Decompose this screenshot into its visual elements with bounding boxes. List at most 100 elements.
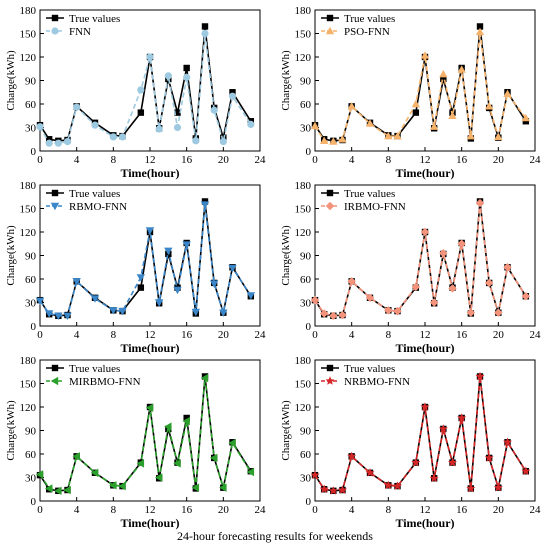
data-point: [347, 102, 356, 110]
x-axis-label: Time(hour): [395, 341, 454, 355]
data-point: [429, 122, 439, 130]
legend-label: True values: [344, 188, 395, 200]
series-0: [36, 198, 255, 320]
x-tick-label: 4: [349, 504, 355, 516]
x-tick-label: 0: [37, 504, 43, 516]
legend-marker: [51, 364, 59, 372]
data-point: [319, 484, 329, 494]
y-tick-label: 90: [300, 251, 312, 263]
x-tick-label: 24: [530, 154, 542, 166]
data-point: [174, 109, 181, 116]
data-point: [228, 92, 237, 100]
data-point: [155, 125, 163, 133]
data-point: [365, 468, 375, 477]
data-point: [484, 278, 494, 288]
data-point: [365, 293, 375, 302]
data-point: [145, 227, 155, 235]
y-tick-label: 120: [20, 227, 37, 239]
data-point: [448, 111, 457, 119]
series-1: [36, 29, 255, 147]
data-point: [201, 23, 209, 30]
y-axis-label: Charge(kWh): [280, 50, 292, 111]
data-point: [191, 308, 201, 317]
data-point: [45, 139, 53, 147]
data-point: [448, 457, 457, 467]
data-point: [118, 133, 127, 141]
x-axis-label: Time(hour): [120, 166, 179, 180]
x-tick-label: 8: [386, 154, 392, 166]
y-tick-label: 120: [295, 52, 312, 64]
y-tick-label: 150: [295, 29, 312, 41]
x-tick-label: 16: [181, 329, 193, 341]
chart-panel-4: 0 4 8 12 16 20 24 0 30 60 90 120 150 180 Time(hour) Cha…: [280, 180, 541, 355]
data-point: [493, 482, 503, 492]
y-tick-label: 90: [300, 426, 312, 438]
data-point: [183, 73, 191, 81]
data-point: [137, 109, 145, 116]
chart-panel-5: 0 4 8 12 16 20 24 0 30 60 90 120 150 180 Time(hour) Cha…: [5, 355, 266, 530]
data-point: [44, 484, 53, 493]
chart-panel-6: 0 4 8 12 16 20 24 0 30 60 90 120 150 180 Time(hour) Cha…: [280, 355, 541, 530]
data-point: [521, 113, 531, 122]
data-point: [182, 241, 191, 249]
x-tick-label: 4: [74, 504, 80, 516]
series-1: [310, 198, 531, 321]
y-axis-label: Charge(kWh): [5, 50, 17, 111]
data-point: [420, 51, 430, 59]
x-tick-label: 12: [145, 504, 156, 516]
data-point: [36, 123, 44, 131]
legend-marker: [326, 14, 334, 22]
data-point: [210, 106, 218, 114]
data-point: [411, 282, 421, 292]
data-point: [338, 310, 347, 320]
data-point: [329, 137, 338, 145]
data-point: [440, 75, 447, 83]
data-point: [347, 451, 357, 461]
x-tick-label: 4: [74, 154, 80, 166]
y-tick-label: 150: [295, 204, 312, 216]
data-point: [246, 467, 255, 477]
data-point: [182, 416, 190, 426]
x-axis-label: Time(hour): [395, 516, 454, 530]
series-line: [39, 204, 252, 317]
data-point: [429, 298, 439, 307]
data-point: [494, 132, 503, 141]
data-point: [201, 29, 209, 38]
y-tick-label: 0: [31, 146, 37, 158]
data-point: [310, 470, 320, 479]
data-point: [73, 103, 81, 111]
data-point: [503, 263, 512, 272]
data-point: [63, 138, 72, 146]
data-point: [411, 457, 421, 467]
x-tick-label: 16: [456, 154, 468, 166]
chart-panel-3: 0 4 8 12 16 20 24 0 30 60 90 120 150 180 Time(hour) Cha…: [5, 180, 266, 355]
data-point: [54, 139, 62, 147]
data-point: [63, 312, 72, 321]
legend-label: True values: [69, 188, 120, 200]
x-axis-label: Time(hour): [395, 166, 454, 180]
y-tick-label: 120: [295, 402, 312, 414]
y-axis-label: Charge(kWh): [5, 400, 17, 461]
y-tick-label: 150: [20, 379, 37, 391]
y-tick-label: 60: [25, 99, 37, 111]
data-point: [137, 86, 145, 94]
data-point: [329, 311, 338, 321]
data-point: [35, 470, 44, 479]
data-point: [429, 473, 439, 483]
data-point: [484, 453, 494, 462]
legend-marker: [326, 189, 334, 197]
y-tick-label: 30: [300, 298, 312, 310]
y-tick-label: 90: [300, 76, 312, 88]
data-point: [466, 131, 476, 140]
data-point: [118, 307, 127, 316]
data-point: [228, 438, 236, 448]
series-line: [39, 33, 252, 144]
x-tick-label: 8: [386, 329, 392, 341]
data-point: [420, 227, 430, 237]
x-tick-label: 12: [420, 504, 431, 516]
x-tick-label: 20: [218, 154, 230, 166]
x-tick-label: 8: [386, 504, 392, 516]
data-point: [384, 131, 393, 140]
